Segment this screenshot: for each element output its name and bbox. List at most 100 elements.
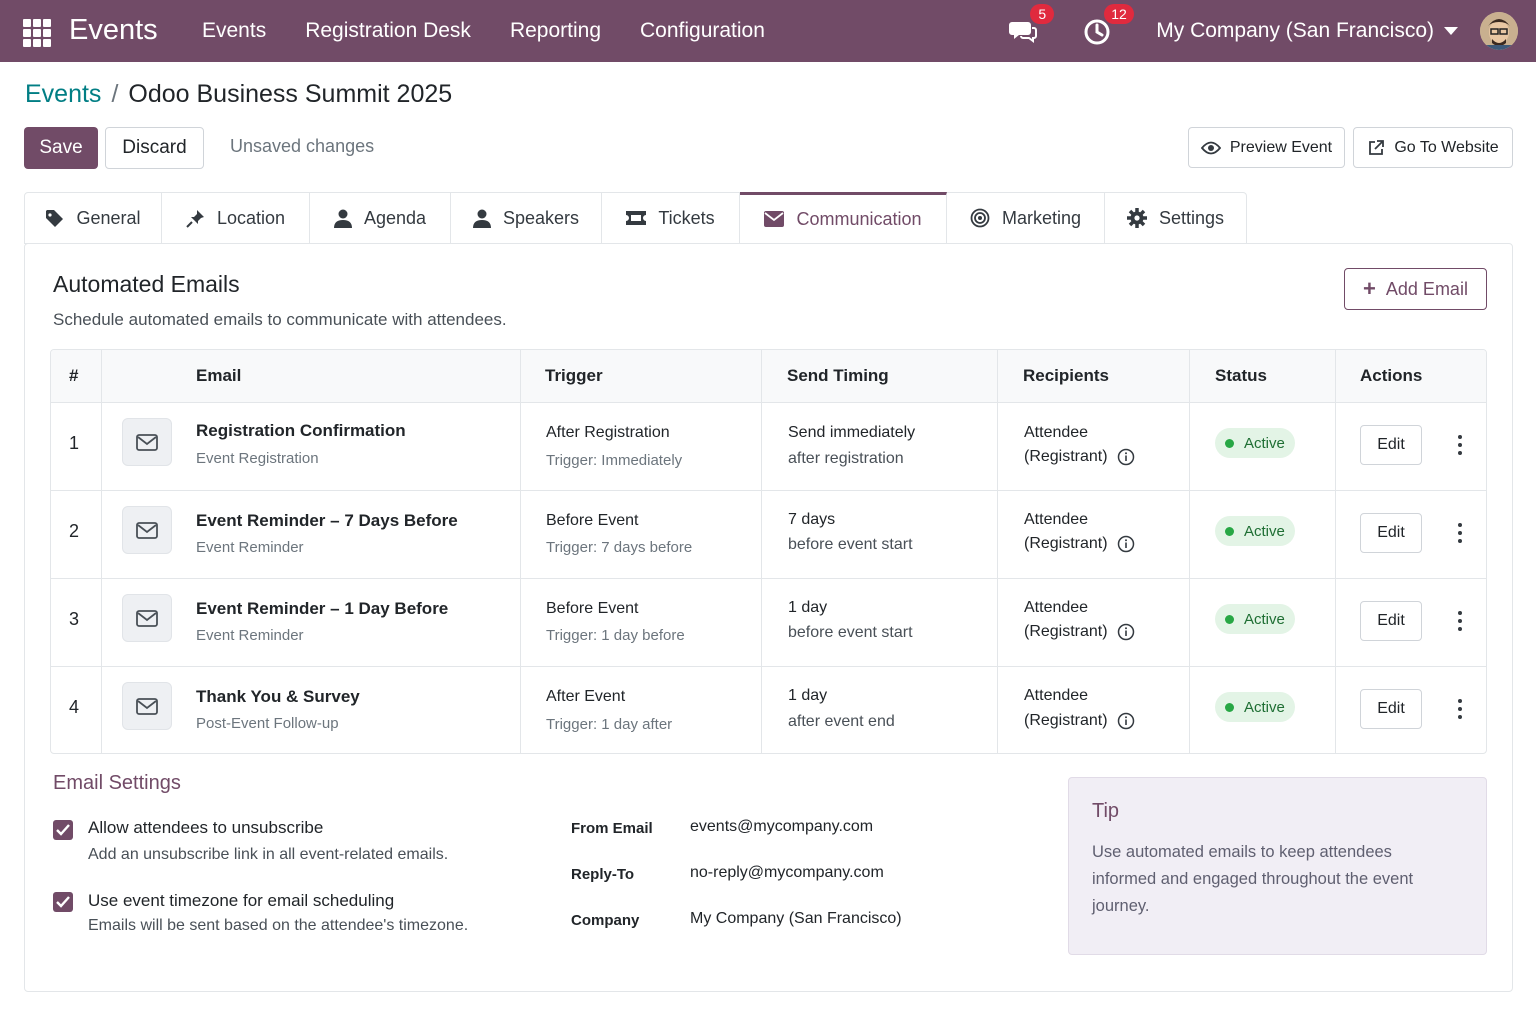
col-header-recipients[interactable]: Recipients [1023, 366, 1109, 385]
menu-reporting[interactable]: Reporting [509, 19, 601, 42]
tab-communication[interactable]: Communication [740, 192, 947, 244]
email-type: Event Reminder [196, 539, 304, 556]
email-name[interactable]: Event Reminder – 1 Day Before [196, 599, 449, 618]
save-button[interactable]: Save [24, 127, 98, 169]
edit-button[interactable]: Edit [1360, 513, 1422, 553]
email-name[interactable]: Registration Confirmation [196, 421, 406, 440]
col-header-email[interactable]: Email [196, 366, 242, 385]
unsubscribe-label[interactable]: Allow attendees to unsubscribe [88, 818, 324, 837]
info-icon[interactable] [1117, 712, 1135, 730]
gear-icon [1126, 208, 1147, 228]
more-options-icon[interactable] [1451, 433, 1469, 457]
tab-communication-label: Communication [796, 208, 922, 229]
info-icon[interactable] [1117, 535, 1135, 553]
menu-registration-desk[interactable]: Registration Desk [305, 19, 471, 42]
tab-tickets-label: Tickets [658, 207, 715, 228]
status-label: Active [1244, 610, 1285, 628]
send-timing: 7 days [788, 511, 836, 528]
timezone-checkbox[interactable] [53, 892, 73, 912]
go-to-website-button[interactable]: Go To Website [1353, 127, 1513, 168]
from-email-value[interactable]: events@mycompany.com [690, 818, 874, 835]
table-row[interactable]: 3 Event Reminder – 1 Day Before Event Re… [51, 579, 1486, 667]
more-options-icon[interactable] [1451, 609, 1469, 633]
col-header-trigger[interactable]: Trigger [545, 366, 603, 385]
status-dot [1225, 614, 1234, 624]
tab-agenda[interactable]: Agenda [310, 192, 451, 244]
col-header-send-timing[interactable]: Send Timing [787, 366, 889, 385]
envelope-icon [136, 609, 158, 627]
activities-count-badge: 12 [1104, 4, 1134, 24]
more-options-icon[interactable] [1451, 697, 1469, 721]
messages-button[interactable]: 5 [1008, 4, 1055, 46]
info-icon[interactable] [1117, 448, 1135, 466]
apps-grid-icon[interactable] [23, 19, 51, 47]
preview-event-button[interactable]: Preview Event [1188, 127, 1345, 168]
breadcrumb-separator: / [111, 80, 119, 108]
email-name[interactable]: Thank You & Survey [196, 687, 360, 706]
unsubscribe-help: Add an unsubscribe link in all event-rel… [88, 846, 449, 863]
activities-button[interactable]: 12 [1082, 4, 1134, 46]
row-number: 3 [69, 609, 80, 629]
status-badge: Active [1215, 692, 1295, 722]
recipient-role: (Registrant) [1024, 448, 1135, 466]
recipient-role: (Registrant) [1024, 623, 1135, 641]
discard-button[interactable]: Discard [105, 127, 204, 169]
col-header-status[interactable]: Status [1215, 366, 1267, 385]
chat-icon [1009, 22, 1038, 43]
envelope-icon [136, 521, 158, 539]
send-timing: Send immediately [788, 424, 916, 441]
plus-icon: + [1363, 276, 1376, 301]
reply-to-value[interactable]: no-reply@mycompany.com [690, 864, 884, 881]
menu-events[interactable]: Events [202, 19, 267, 42]
table-row[interactable]: 1 Registration Confirmation Event Regist… [51, 403, 1486, 491]
unsubscribe-checkbox[interactable] [53, 820, 73, 840]
email-type: Event Registration [196, 450, 319, 467]
user-avatar[interactable] [1480, 12, 1518, 50]
user-icon [333, 209, 352, 228]
more-options-icon[interactable] [1451, 521, 1469, 545]
column-divider [997, 350, 998, 753]
main-menu: Events Registration Desk Reporting Confi… [202, 19, 804, 43]
unsaved-changes-indicator: Unsaved changes [230, 136, 375, 156]
app-brand[interactable]: Events [69, 14, 158, 46]
tab-marketing[interactable]: Marketing [947, 192, 1105, 244]
menu-configuration[interactable]: Configuration [640, 19, 765, 42]
tab-location[interactable]: Location [162, 192, 310, 244]
add-email-button[interactable]: + Add Email [1344, 268, 1487, 310]
chevron-down-icon[interactable] [1444, 27, 1458, 35]
column-divider [1189, 350, 1190, 753]
table-row[interactable]: 2 Event Reminder – 7 Days Before Event R… [51, 491, 1486, 579]
tab-location-label: Location [216, 207, 286, 228]
column-divider [101, 350, 102, 753]
company-value[interactable]: My Company (San Francisco) [690, 910, 902, 927]
timezone-label[interactable]: Use event timezone for email scheduling [88, 891, 395, 910]
tab-general[interactable]: General [24, 192, 162, 244]
trigger-detail: Trigger: 1 day after [546, 716, 673, 733]
email-template-icon [122, 418, 172, 466]
email-name[interactable]: Event Reminder – 7 Days Before [196, 511, 458, 530]
company-switcher[interactable]: My Company (San Francisco) [1156, 19, 1434, 42]
envelope-icon [136, 433, 158, 451]
edit-button[interactable]: Edit [1360, 689, 1422, 729]
tab-speakers[interactable]: Speakers [451, 192, 602, 244]
external-link-icon [1369, 139, 1385, 155]
ticket-icon [626, 211, 647, 225]
edit-button[interactable]: Edit [1360, 601, 1422, 641]
info-icon[interactable] [1117, 623, 1135, 641]
table-row[interactable]: 4 Thank You & Survey Post-Event Follow-u… [51, 667, 1486, 753]
automated-emails-subtitle: Schedule automated emails to communicate… [53, 310, 507, 329]
col-header-number: # [69, 366, 79, 385]
edit-button[interactable]: Edit [1360, 425, 1422, 465]
breadcrumb-events-link[interactable]: Events [25, 80, 102, 108]
tab-settings[interactable]: Settings [1105, 192, 1247, 244]
tab-settings-label: Settings [1158, 207, 1225, 228]
tip-body: Use automated emails to keep attendees i… [1092, 843, 1414, 915]
envelope-icon [764, 211, 785, 227]
send-timing-detail: before event start [788, 624, 913, 641]
preview-event-label: Preview Event [1229, 138, 1333, 156]
trigger-main: After Registration [546, 424, 670, 441]
trigger-detail: Trigger: Immediately [546, 452, 683, 469]
tab-tickets[interactable]: Tickets [602, 192, 740, 244]
go-to-website-label: Go To Website [1394, 138, 1499, 156]
tab-speakers-label: Speakers [502, 207, 580, 228]
